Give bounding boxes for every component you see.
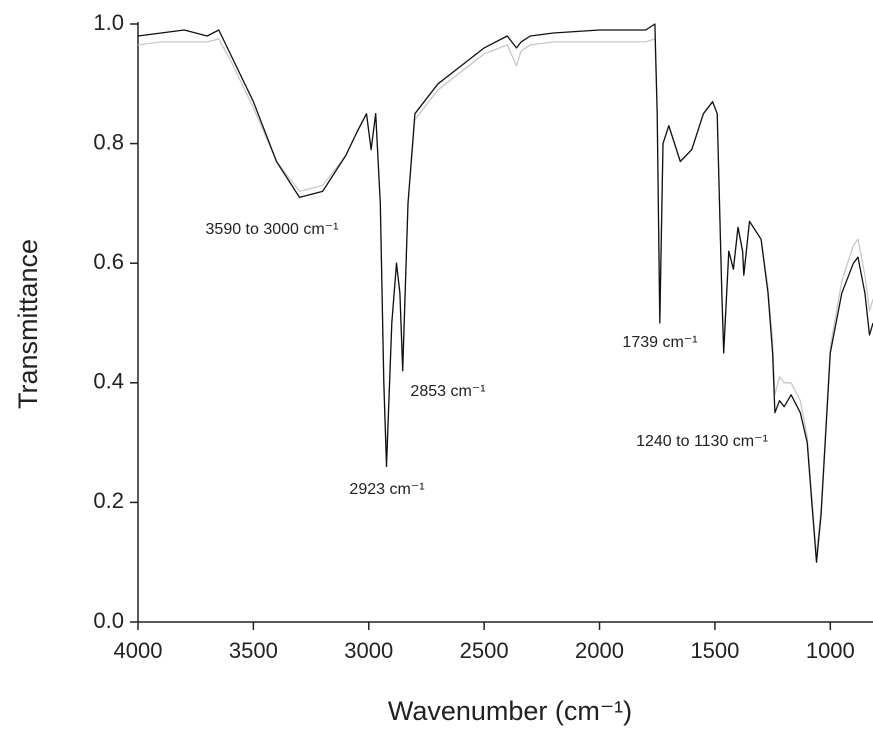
y-tick-label: 0.6	[93, 249, 124, 274]
peak-annotation: 1739 cm⁻¹	[622, 334, 697, 351]
peak-annotation: 2923 cm⁻¹	[349, 481, 424, 498]
y-tick-label: 0.8	[93, 129, 124, 154]
peak-annotation: 1240 to 1130 cm⁻¹	[636, 433, 768, 450]
spectrum-line	[137, 23, 873, 563]
x-tick-label: 3500	[229, 638, 278, 663]
x-tick-label: 3000	[344, 638, 393, 663]
peak-annotation: 2853 cm⁻¹	[410, 383, 485, 400]
x-tick-label: 1500	[690, 638, 739, 663]
x-axis-label: Wavenumber (cm⁻¹)	[388, 696, 632, 726]
y-axis-label: Transmittance	[13, 239, 43, 409]
x-tick-label: 1000	[806, 638, 855, 663]
x-tick-label: 2000	[575, 638, 624, 663]
y-tick-label: 1.0	[93, 10, 124, 35]
peak-annotation: 3590 to 3000 cm⁻¹	[206, 221, 339, 238]
x-tick-label: 4000	[114, 638, 163, 663]
x-tick-label: 2500	[460, 638, 509, 663]
y-tick-label: 0.4	[93, 369, 124, 394]
spectrum-line	[137, 38, 873, 557]
y-tick-label: 0.0	[93, 608, 124, 633]
y-tick-label: 0.2	[93, 488, 124, 513]
